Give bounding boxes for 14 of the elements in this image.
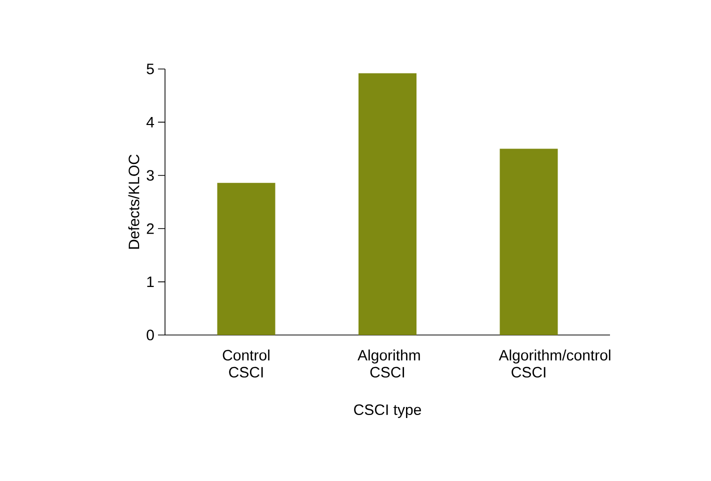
y-tick-label: 0 — [146, 330, 154, 340]
y-tick-label: 1 — [147, 276, 154, 287]
x-tick-label: Algorithm CSCI — [358, 350, 420, 378]
y-tick-label: 5 — [146, 64, 154, 74]
bar — [500, 148, 558, 335]
x-axis-title: CSCI type — [354, 404, 421, 418]
x-tick-label: Control CSCI — [222, 350, 270, 378]
y-tick-label: 4 — [146, 117, 154, 128]
y-axis-title: Defects/KLOC — [128, 154, 140, 249]
bar — [217, 182, 276, 335]
y-tick-label: 2 — [146, 223, 154, 234]
y-tick-label: 3 — [146, 170, 154, 181]
x-tick-label: Algorithm/control CSCI — [498, 350, 610, 378]
bar — [358, 73, 417, 335]
